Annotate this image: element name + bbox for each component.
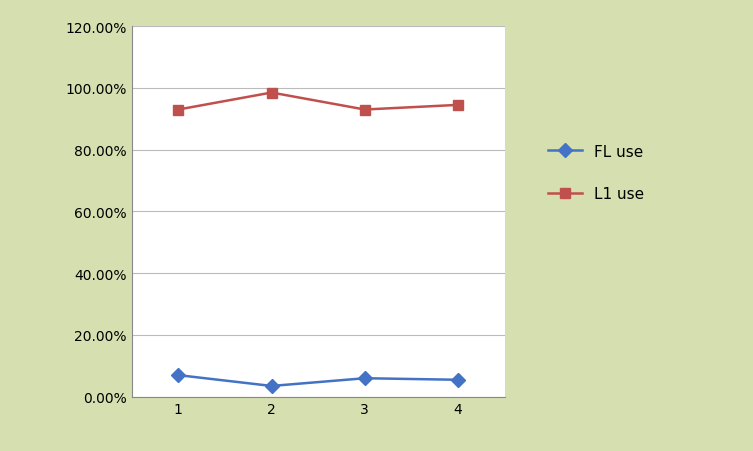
FL use bbox=[174, 373, 183, 378]
L1 use bbox=[360, 107, 369, 113]
L1 use bbox=[174, 107, 183, 113]
FL use bbox=[267, 383, 276, 389]
L1 use bbox=[267, 91, 276, 96]
Line: FL use: FL use bbox=[173, 370, 463, 391]
FL use bbox=[360, 376, 369, 381]
Legend: FL use, L1 use: FL use, L1 use bbox=[542, 138, 650, 208]
FL use bbox=[453, 377, 462, 382]
Line: L1 use: L1 use bbox=[173, 88, 463, 115]
L1 use bbox=[453, 103, 462, 108]
